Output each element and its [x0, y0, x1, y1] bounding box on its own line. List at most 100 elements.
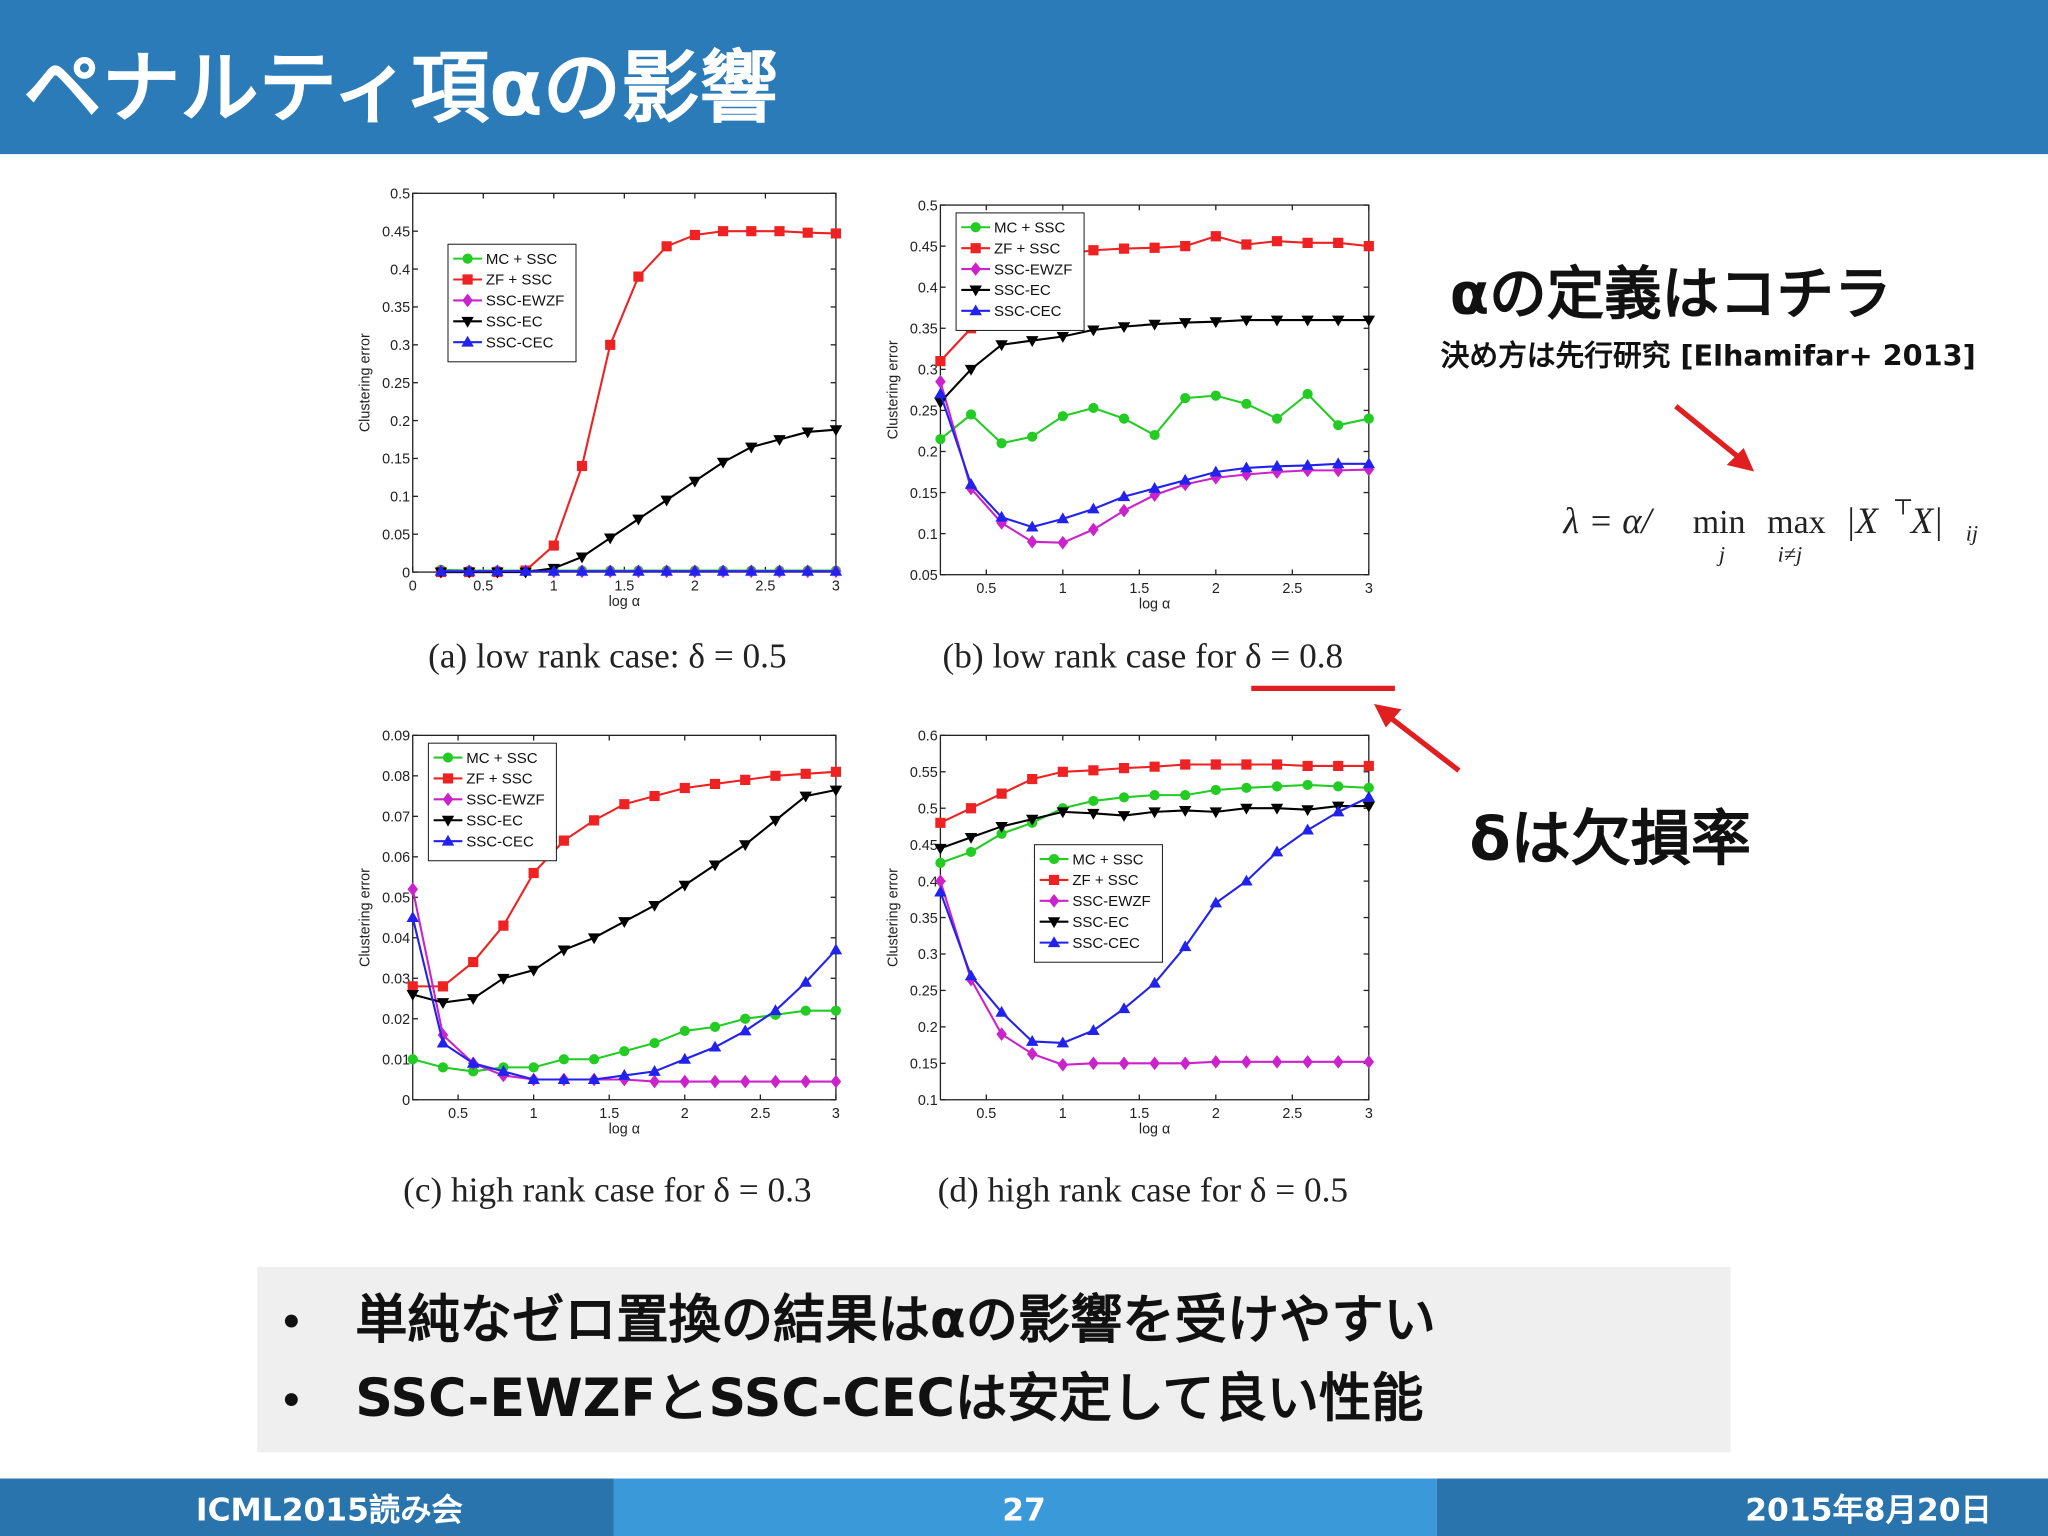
formula-part: ij [1966, 521, 1978, 546]
legend-label: SSC-EC [994, 282, 1051, 299]
formula-part: ⊤ [1893, 495, 1914, 520]
caption: (c) high rank case for δ = 0.3 [403, 1171, 811, 1210]
marker [799, 975, 812, 987]
marker [829, 785, 843, 797]
marker [739, 1074, 751, 1089]
marker [995, 510, 1008, 522]
marker [1087, 808, 1100, 820]
marker [407, 981, 418, 992]
marker [1362, 790, 1376, 802]
marker [1087, 325, 1100, 337]
marker [799, 791, 812, 803]
marker [1056, 512, 1070, 524]
caption: (d) high rank case for δ = 0.5 [938, 1171, 1348, 1210]
marker [1148, 482, 1161, 493]
y-tick-label: 0.4 [918, 280, 938, 296]
marker [745, 442, 758, 454]
marker [830, 228, 842, 239]
formula-part: λ = α/ [1562, 500, 1654, 541]
marker [407, 882, 419, 897]
marker [497, 1065, 510, 1076]
footer-left: ICML2015読み会 [196, 1491, 464, 1528]
marker [678, 1052, 692, 1064]
marker [1209, 465, 1223, 477]
x-tick-label: 2 [1212, 581, 1220, 597]
x-tick-label: 3 [832, 578, 840, 594]
x-tick-label: 2 [691, 578, 699, 594]
y-tick-label: 0.4 [390, 262, 410, 278]
marker [800, 768, 811, 779]
marker [547, 564, 561, 576]
y-tick-label: 0 [402, 565, 410, 581]
y-tick-label: 0.07 [382, 810, 410, 826]
marker [558, 835, 569, 846]
marker [576, 460, 588, 472]
legend-label: SSC-CEC [994, 303, 1062, 320]
marker [618, 1069, 631, 1080]
marker [801, 564, 814, 576]
marker [660, 495, 673, 507]
header-bar [0, 0, 2048, 155]
marker [773, 435, 786, 446]
marker [1332, 1055, 1344, 1069]
marker [1180, 759, 1191, 770]
marker [1333, 420, 1344, 431]
marker [829, 564, 843, 576]
y-tick-label: 0.02 [382, 1012, 410, 1028]
marker [830, 1074, 842, 1089]
legend-label: SSC-EWZF [994, 261, 1072, 278]
marker [801, 427, 814, 439]
formula-part: max [1767, 504, 1825, 541]
y-tick-label: 0.3 [918, 947, 938, 963]
arrow [1382, 711, 1461, 773]
x-tick-label: 1 [1059, 581, 1067, 597]
marker [964, 364, 978, 376]
marker [660, 564, 673, 576]
marker [1180, 241, 1191, 252]
y-tick-label: 0.05 [382, 891, 410, 907]
y-tick-label: 0.55 [910, 765, 938, 781]
arrow [1674, 404, 1747, 465]
y-tick-label: 0.15 [910, 1057, 938, 1073]
x-tick-label: 2.5 [1282, 581, 1302, 597]
bullet-dot: • [278, 1376, 304, 1427]
x-tick-label: 2.5 [1282, 1106, 1302, 1122]
marker [1362, 801, 1376, 813]
marker [1118, 763, 1130, 774]
legend-marker [462, 293, 473, 308]
arrow-head [1374, 704, 1402, 728]
marker [1270, 459, 1284, 471]
legend-label: SSC-EWZF [1072, 893, 1150, 910]
y-tick-label: 0.5 [918, 801, 938, 817]
marker [1362, 457, 1376, 469]
marker [1087, 1024, 1100, 1035]
marker [1178, 940, 1192, 952]
marker [1057, 1057, 1069, 1072]
footer-center-bg [613, 1478, 1437, 1536]
legend-label: SSC-EC [486, 314, 543, 331]
marker [830, 766, 842, 777]
caption: (b) low rank case for δ = 0.8 [943, 636, 1344, 675]
marker [934, 843, 947, 855]
x-tick-label: 0.5 [976, 1106, 996, 1122]
bullet-box [257, 1266, 1731, 1453]
y-tick-label: 0.45 [910, 838, 938, 854]
marker [527, 965, 540, 977]
marker [1149, 1056, 1160, 1071]
y-tick-label: 0.25 [382, 376, 410, 392]
legend-label: SSC-EC [466, 812, 523, 829]
marker [649, 1074, 660, 1089]
marker [708, 860, 722, 872]
marker [1270, 315, 1284, 327]
legend-label: MC + SSC [994, 219, 1065, 236]
marker [1148, 319, 1161, 331]
marker [829, 943, 843, 955]
marker [1331, 805, 1345, 817]
marker [688, 564, 702, 576]
y-tick-label: 0.05 [910, 568, 938, 584]
legend-label: ZF + SSC [466, 771, 532, 788]
marker [964, 969, 978, 981]
marker [1180, 790, 1191, 801]
marker [739, 1024, 752, 1036]
